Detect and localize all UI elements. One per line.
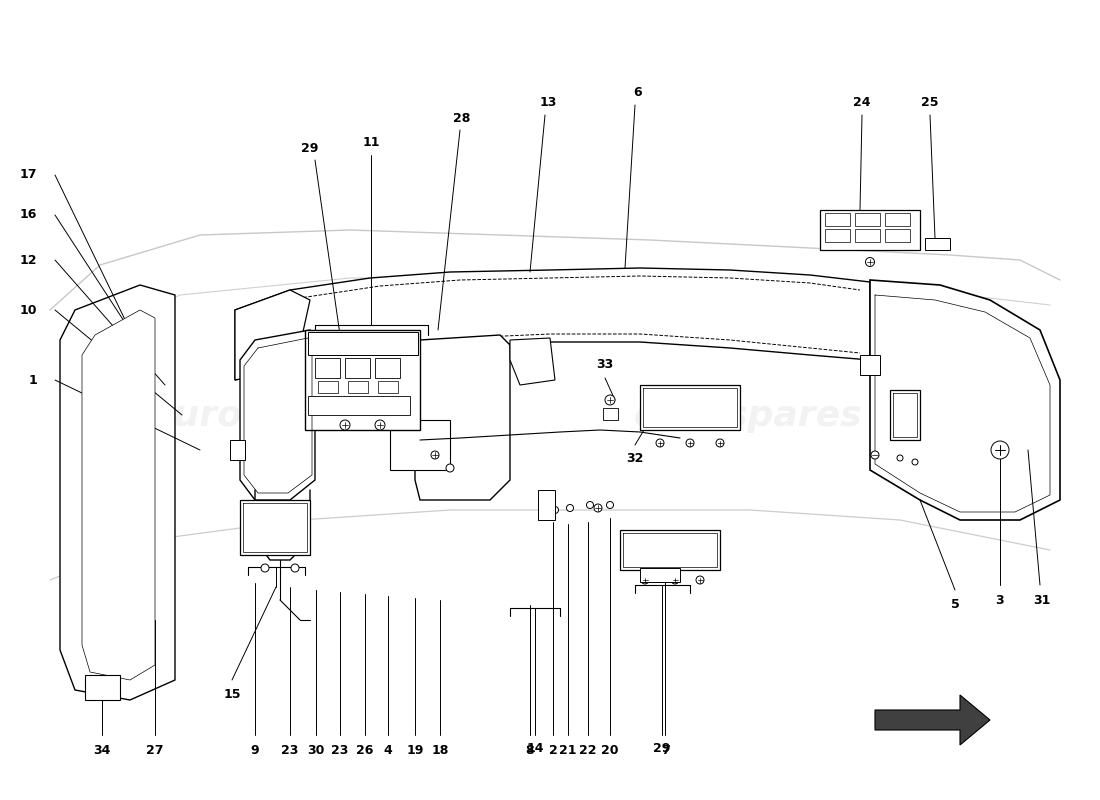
Polygon shape xyxy=(886,229,910,242)
Polygon shape xyxy=(640,385,740,430)
Polygon shape xyxy=(345,358,370,378)
Polygon shape xyxy=(860,355,880,375)
Text: 12: 12 xyxy=(20,254,37,266)
Polygon shape xyxy=(825,229,850,242)
Circle shape xyxy=(641,576,649,584)
Polygon shape xyxy=(620,530,721,570)
Polygon shape xyxy=(82,310,155,680)
Polygon shape xyxy=(855,229,880,242)
Text: 8: 8 xyxy=(526,743,535,757)
Text: 13: 13 xyxy=(539,97,557,110)
Polygon shape xyxy=(318,381,338,393)
Circle shape xyxy=(292,564,299,572)
Circle shape xyxy=(594,504,602,512)
Text: eurospares: eurospares xyxy=(150,399,378,433)
Circle shape xyxy=(446,464,454,472)
Polygon shape xyxy=(874,695,990,745)
Circle shape xyxy=(671,576,679,584)
Polygon shape xyxy=(886,213,910,226)
Text: 24: 24 xyxy=(854,97,871,110)
Polygon shape xyxy=(925,238,950,250)
Text: 1: 1 xyxy=(29,374,37,386)
Polygon shape xyxy=(85,675,120,700)
Circle shape xyxy=(686,439,694,447)
Text: 20: 20 xyxy=(602,743,618,757)
Polygon shape xyxy=(308,332,418,355)
Polygon shape xyxy=(375,358,400,378)
Circle shape xyxy=(696,576,704,584)
Text: 32: 32 xyxy=(626,451,644,465)
Text: 25: 25 xyxy=(922,97,938,110)
Polygon shape xyxy=(240,500,310,555)
Text: 5: 5 xyxy=(950,598,959,611)
Text: 2: 2 xyxy=(549,743,558,757)
Text: 3: 3 xyxy=(996,594,1004,606)
Polygon shape xyxy=(820,210,920,250)
Circle shape xyxy=(871,451,879,459)
Circle shape xyxy=(261,564,270,572)
Text: 15: 15 xyxy=(223,689,241,702)
Polygon shape xyxy=(870,280,1060,520)
Circle shape xyxy=(896,455,903,461)
Text: 31: 31 xyxy=(1033,594,1050,606)
Text: 21: 21 xyxy=(559,743,576,757)
Polygon shape xyxy=(415,335,510,500)
Polygon shape xyxy=(825,213,850,226)
Polygon shape xyxy=(348,381,369,393)
Circle shape xyxy=(656,439,664,447)
Polygon shape xyxy=(855,213,880,226)
Polygon shape xyxy=(235,268,870,380)
Circle shape xyxy=(991,441,1009,459)
Text: 19: 19 xyxy=(406,743,424,757)
Text: 29: 29 xyxy=(653,742,671,754)
Text: 9: 9 xyxy=(251,743,260,757)
Circle shape xyxy=(375,420,385,430)
Text: eurospares: eurospares xyxy=(634,399,862,433)
Text: 29: 29 xyxy=(301,142,319,154)
Polygon shape xyxy=(640,568,680,582)
Circle shape xyxy=(606,502,614,509)
Polygon shape xyxy=(308,396,410,415)
Text: 10: 10 xyxy=(20,303,37,317)
Text: 30: 30 xyxy=(307,743,324,757)
Polygon shape xyxy=(60,285,175,700)
Text: 11: 11 xyxy=(362,137,380,150)
Text: 18: 18 xyxy=(431,743,449,757)
Text: 4: 4 xyxy=(384,743,393,757)
Text: 6: 6 xyxy=(634,86,642,99)
Polygon shape xyxy=(890,390,920,440)
Polygon shape xyxy=(538,490,556,520)
Polygon shape xyxy=(235,290,310,380)
Text: 22: 22 xyxy=(580,743,596,757)
Polygon shape xyxy=(390,420,450,470)
Polygon shape xyxy=(510,338,556,385)
Polygon shape xyxy=(378,381,398,393)
Circle shape xyxy=(551,506,559,514)
Polygon shape xyxy=(240,330,315,500)
Polygon shape xyxy=(305,330,420,430)
Circle shape xyxy=(912,459,918,465)
Circle shape xyxy=(340,420,350,430)
Polygon shape xyxy=(603,408,618,420)
Text: 16: 16 xyxy=(20,209,37,222)
Polygon shape xyxy=(230,440,245,460)
Text: 23: 23 xyxy=(331,743,349,757)
Circle shape xyxy=(541,497,549,503)
Text: 34: 34 xyxy=(94,743,111,757)
Circle shape xyxy=(586,502,594,509)
Polygon shape xyxy=(315,358,340,378)
Text: 7: 7 xyxy=(661,743,670,757)
Text: 23: 23 xyxy=(282,743,299,757)
Circle shape xyxy=(716,439,724,447)
Text: 33: 33 xyxy=(596,358,614,371)
Text: 17: 17 xyxy=(20,169,37,182)
Circle shape xyxy=(866,258,874,266)
Circle shape xyxy=(431,451,439,459)
Text: 27: 27 xyxy=(146,743,164,757)
Circle shape xyxy=(566,505,573,511)
Circle shape xyxy=(605,395,615,405)
Text: 26: 26 xyxy=(356,743,374,757)
Text: 14: 14 xyxy=(526,742,543,754)
Text: 28: 28 xyxy=(453,111,471,125)
